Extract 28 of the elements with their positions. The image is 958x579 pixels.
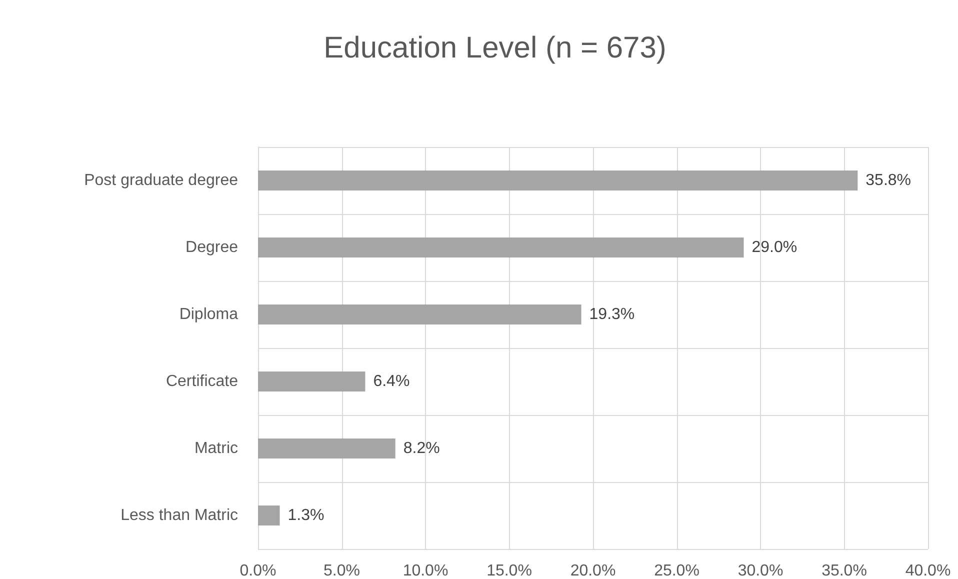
data-label: 8.2% — [403, 440, 440, 457]
x-tick-label: 40.0% — [905, 562, 951, 579]
y-tick-label: Less than Matric — [120, 507, 238, 524]
data-label: 35.8% — [866, 172, 912, 189]
x-tick-label: 20.0% — [570, 562, 616, 579]
y-tick-label: Post graduate degree — [84, 172, 238, 189]
bar — [258, 304, 582, 325]
data-label: 29.0% — [752, 239, 798, 256]
x-tick-label: 0.0% — [240, 562, 276, 579]
bar — [258, 170, 858, 191]
x-tick-label: 30.0% — [738, 562, 784, 579]
x-tick-label: 15.0% — [486, 562, 532, 579]
bar — [258, 371, 366, 392]
x-tick-label: 5.0% — [324, 562, 360, 579]
x-tick-label: 25.0% — [654, 562, 700, 579]
data-label: 1.3% — [288, 507, 324, 524]
y-tick-label: Diploma — [179, 306, 238, 323]
data-label: 19.3% — [589, 306, 635, 323]
bar — [258, 237, 744, 258]
bar — [258, 505, 280, 526]
data-label: 6.4% — [373, 373, 410, 390]
y-tick-label: Matric — [194, 440, 238, 457]
bar — [258, 438, 396, 459]
x-tick-label: 10.0% — [402, 562, 448, 579]
x-tick-label: 35.0% — [822, 562, 867, 579]
y-tick-label: Degree — [186, 239, 238, 256]
y-tick-label: Certificate — [166, 373, 238, 390]
chart-title: Education Level (n = 673) — [324, 32, 666, 64]
